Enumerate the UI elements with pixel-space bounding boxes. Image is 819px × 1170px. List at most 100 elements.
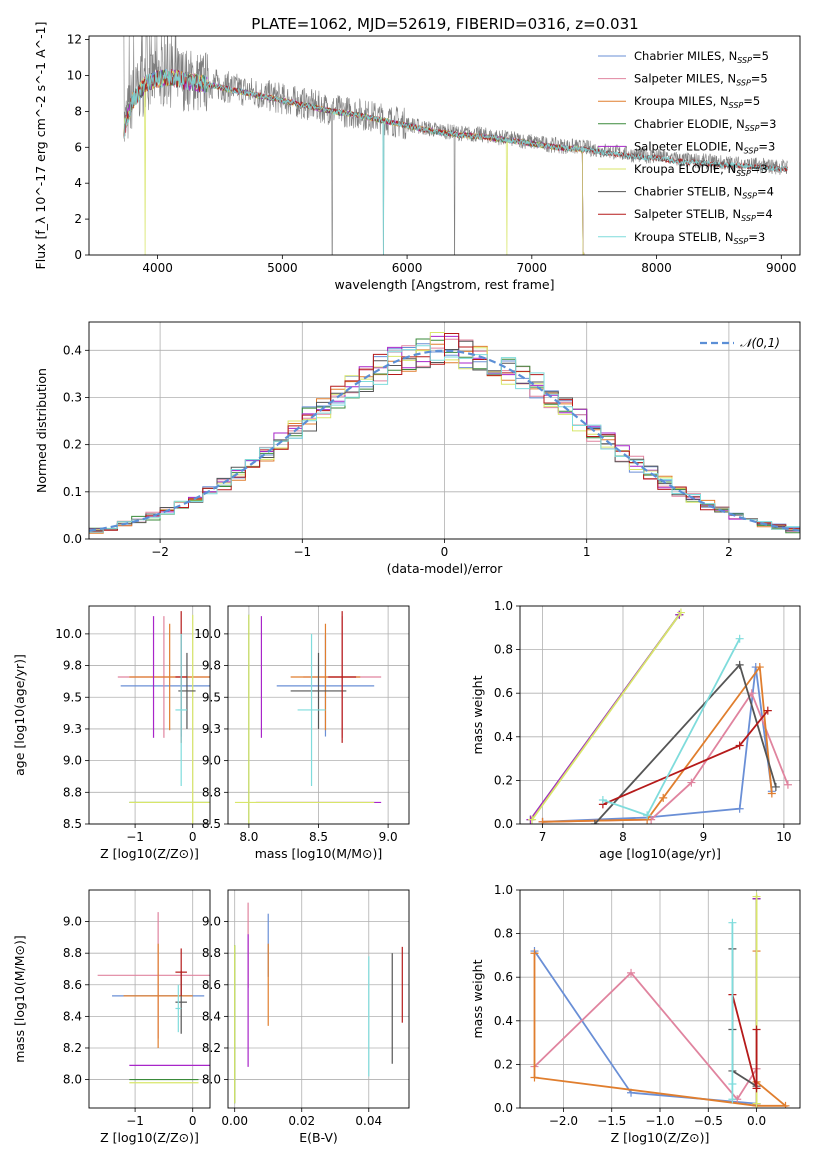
- y-tick-label: 8: [74, 104, 82, 118]
- panel-mass-weight-vs-age: 7 8 9 10 0.0 0.2 0.4 0.6 0.8 1.0 age [log10(age/yr…: [470, 599, 801, 861]
- y-tick-label: 9.0: [202, 754, 221, 768]
- x-tick-label: −1: [126, 1114, 144, 1128]
- y-tick-label: 0.0: [494, 1101, 513, 1115]
- plot-area: [89, 332, 800, 534]
- x-axis-label: wavelength [Angstrom, rest frame]: [334, 277, 554, 292]
- series-marker: [752, 1084, 761, 1093]
- plot-area: [234, 902, 403, 1104]
- y-tick-label: 8.4: [202, 1009, 221, 1023]
- x-tick-label: 8000: [641, 261, 672, 275]
- y-axis-label: mass weight: [470, 675, 485, 754]
- series-line: [542, 666, 773, 823]
- plot-area: [526, 608, 792, 824]
- legend-label: Chabrier MILES, NSSP=5: [634, 49, 769, 65]
- x-tick-label: −1: [126, 830, 144, 844]
- x-tick-label: 8.5: [309, 830, 328, 844]
- x-tick-label: −2.0: [549, 1114, 578, 1128]
- legend-subscript: SSP: [729, 101, 744, 110]
- x-axis-label: age [log10(age/yr)]: [599, 846, 721, 861]
- series-marker: [735, 660, 744, 669]
- y-tick-label: 1.0: [494, 883, 513, 897]
- series-marker: [530, 1073, 539, 1082]
- series-marker: [755, 663, 764, 672]
- x-tick-label: 8: [619, 830, 627, 844]
- series-line: [731, 948, 758, 1087]
- spectrum-model-line: [123, 69, 585, 255]
- spectrum-model-line: [123, 69, 585, 255]
- panel-mass-weight-vs-Z: −2.0 −1.5 −1.0 −0.5 0.0 0.0 0.2 0.4 0.6 0.8 1.0 Z […: [470, 883, 801, 1145]
- series-marker: [538, 817, 547, 824]
- y-tick-label: 8.5: [202, 817, 221, 831]
- legend-count: =3: [758, 139, 775, 153]
- series-marker: [643, 811, 652, 820]
- panel-mass-vs-EBV: 0.00 0.02 0.04 8.0 8.2 8.4 8.6 8.8 9.0 E(B-V): [202, 889, 410, 1145]
- series-marker: [728, 1095, 737, 1104]
- y-tick-label: 9.8: [202, 659, 221, 673]
- plot-area: [123, 36, 788, 255]
- spectrum-model-line: [123, 68, 585, 255]
- y-tick-label: 8.0: [202, 1073, 221, 1087]
- series-marker: [530, 949, 539, 958]
- y-tick-label: 8.6: [202, 978, 221, 992]
- normal-curve: [89, 349, 800, 532]
- series-line: [542, 664, 773, 823]
- legend-label: Salpeter MILES, NSSP=5: [634, 72, 768, 88]
- series-line: [533, 971, 758, 1101]
- plot-area: [117, 611, 210, 824]
- y-tick-label: 9.5: [202, 690, 221, 704]
- y-tick-label: 8.8: [63, 785, 82, 799]
- y-tick-label: 9.0: [202, 915, 221, 929]
- x-tick-label: 8.0: [239, 830, 258, 844]
- x-tick-label: 10: [776, 830, 791, 844]
- axes-frame: [88, 605, 211, 825]
- x-tick-label: −0.5: [694, 1114, 723, 1128]
- series-line: [531, 611, 682, 821]
- x-tick-label: 0.02: [288, 1114, 315, 1128]
- legend-label: Kroupa ELODIE, NSSP=3: [634, 162, 768, 178]
- series-marker: [676, 608, 685, 617]
- legend-subscript: SSP: [737, 56, 752, 65]
- y-tick-label: 8.4: [63, 1009, 82, 1023]
- x-tick-label: 0.00: [221, 1114, 248, 1128]
- x-tick-label: 9000: [766, 261, 797, 275]
- legend-count: =3: [748, 230, 765, 244]
- x-axis-label: E(B-V): [299, 1130, 338, 1145]
- legend-subscript: SSP: [736, 169, 751, 178]
- series-line: [602, 638, 741, 817]
- y-tick-label: 8.6: [63, 978, 82, 992]
- histogram-series: [89, 333, 800, 532]
- plot-area: [97, 912, 210, 1084]
- series-marker: [783, 780, 792, 789]
- y-tick-label: 8.2: [63, 1041, 82, 1055]
- series-line: [594, 663, 777, 824]
- series-marker: [763, 706, 772, 715]
- axes-frame: [88, 35, 801, 256]
- y-tick-label: 8.5: [63, 817, 82, 831]
- legend-count: =5: [743, 94, 760, 108]
- y-tick-label: 0.2: [494, 773, 513, 787]
- x-tick-label: −1.5: [597, 1114, 626, 1128]
- series-marker: [528, 815, 537, 824]
- series-marker: [735, 634, 744, 643]
- y-tick-label: 9.5: [63, 690, 82, 704]
- legend-subscript: SSP: [734, 237, 749, 246]
- panel-mass-vs-Z: −1 0 8.0 8.2 8.4 8.6 8.8 9.0 Z [log10(Z/Z⊙)] mass…: [12, 889, 211, 1145]
- panel-spectrum: 4000 5000 6000 7000 8000 9000 0 2 4 6 8 10 12 wavelen…: [33, 22, 801, 292]
- x-axis-label: (data-model)/error: [387, 561, 504, 576]
- legend-subscript: SSP: [741, 214, 756, 223]
- legend-count: =3: [760, 117, 777, 131]
- y-axis-label: Flux [f_λ 10^-17 erg cm^-2 s^-1 A^-1]: [33, 22, 48, 270]
- legend-label: Chabrier ELODIE, NSSP=3: [634, 117, 776, 133]
- y-tick-label: 0.6: [494, 970, 513, 984]
- series-marker: [728, 918, 737, 927]
- y-tick-label: 0.3: [63, 390, 82, 404]
- histogram-series: [89, 345, 800, 533]
- x-tick-label: −2: [151, 545, 169, 559]
- axes-frame: [88, 889, 211, 1109]
- axes-frame: [519, 605, 801, 825]
- legend-subscript: SSP: [736, 79, 751, 88]
- y-axis-label: mass [log10(M/M⊙)]: [12, 935, 27, 1063]
- x-tick-label: 0: [441, 545, 449, 559]
- y-tick-label: 8.2: [202, 1041, 221, 1055]
- y-tick-label: 9.3: [63, 722, 82, 736]
